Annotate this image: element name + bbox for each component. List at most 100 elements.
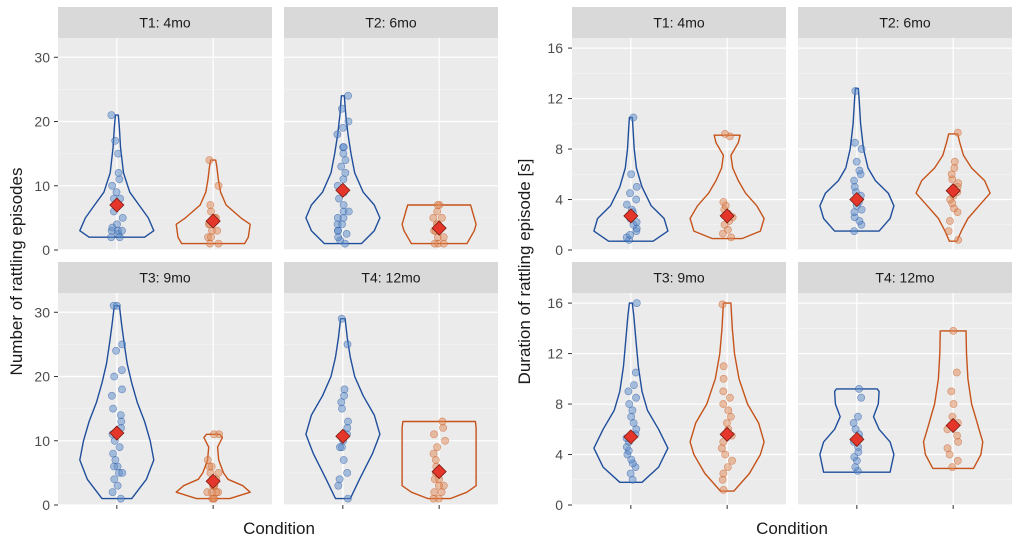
data-point	[429, 449, 438, 458]
y-tick-label: 16	[547, 40, 563, 56]
violin	[819, 388, 895, 473]
data-point	[344, 91, 352, 100]
mean-marker	[431, 220, 447, 236]
data-point	[439, 233, 448, 242]
mean-marker	[623, 429, 639, 445]
data-point	[719, 400, 728, 408]
facet-title: T2: 6mo	[879, 15, 931, 31]
y-tick-label: 8	[555, 141, 563, 157]
facet-strip	[58, 262, 272, 293]
data-point	[108, 391, 116, 400]
plot-background	[58, 293, 272, 505]
data-point	[721, 129, 729, 138]
data-point	[430, 239, 439, 248]
data-point	[849, 419, 858, 427]
data-point	[337, 314, 346, 323]
data-point	[115, 443, 124, 452]
facet-panel: T2: 6mo	[284, 7, 498, 251]
data-point	[335, 443, 344, 452]
data-point	[203, 456, 212, 464]
mean-marker	[623, 208, 639, 224]
mean-marker	[849, 431, 865, 447]
data-point	[631, 368, 640, 377]
data-point	[111, 136, 120, 145]
data-point	[952, 368, 961, 377]
data-point	[118, 226, 126, 235]
data-point	[437, 213, 446, 222]
data-point	[857, 145, 866, 153]
y-tick-label: 30	[34, 49, 50, 65]
data-point	[430, 488, 439, 497]
y-tick-label: 30	[34, 304, 50, 320]
data-point	[209, 430, 218, 439]
data-point	[632, 195, 641, 204]
facet-title: T1: 4mo	[139, 15, 191, 31]
facet-panel: T3: 9mo 0 4 8 12 16	[547, 262, 786, 513]
facet-strip	[572, 7, 786, 38]
data-point	[110, 462, 118, 471]
data-point	[625, 400, 634, 408]
data-point	[433, 201, 442, 209]
data-point	[630, 381, 638, 389]
mean-marker	[849, 191, 865, 208]
data-point	[623, 200, 631, 209]
data-point	[339, 124, 347, 132]
y-tick-label: 0	[555, 497, 563, 513]
data-point	[118, 385, 126, 394]
y-tick-label: 10	[34, 178, 50, 194]
y-tick-label: 16	[547, 295, 563, 311]
y-tick-label: 0	[42, 497, 50, 513]
data-point	[341, 168, 350, 177]
data-point	[626, 189, 634, 198]
y-tick-label: 20	[34, 369, 50, 385]
data-point	[109, 301, 118, 310]
data-point	[719, 374, 728, 383]
facet-strip	[798, 262, 1012, 293]
data-point	[953, 431, 961, 440]
mean-marker	[945, 417, 961, 434]
data-point	[114, 149, 122, 158]
data-point	[719, 485, 728, 494]
data-point	[632, 218, 641, 227]
data-point	[430, 430, 438, 439]
data-point	[719, 469, 728, 478]
data-point	[343, 340, 352, 349]
data-point	[109, 404, 117, 413]
data-point	[850, 176, 858, 185]
violin	[593, 116, 669, 242]
data-point	[342, 229, 351, 238]
data-point	[107, 233, 116, 242]
y-tick-label: 4	[555, 447, 563, 463]
data-point	[429, 494, 438, 503]
data-point	[344, 117, 353, 126]
facet-panel: T1: 4mo 0 4 8 12 16	[547, 7, 786, 258]
facet-panel: T4: 12mo	[798, 262, 1012, 509]
data-point	[338, 404, 346, 413]
data-point	[116, 494, 125, 503]
data-point	[113, 481, 122, 490]
data-point	[118, 340, 127, 349]
facet-strip	[58, 7, 272, 38]
violin	[915, 133, 991, 242]
data-point	[212, 488, 221, 497]
data-point	[112, 188, 121, 197]
data-point	[117, 417, 126, 426]
data-point	[852, 157, 861, 166]
violin	[401, 204, 477, 245]
facet-title: T4: 12mo	[361, 270, 420, 286]
facet-title: T4: 12mo	[875, 270, 934, 286]
data-point	[337, 104, 346, 113]
facet-title: T3: 9mo	[139, 270, 191, 286]
data-point	[624, 387, 633, 396]
data-point	[717, 444, 726, 453]
mean-marker	[109, 425, 125, 441]
facet-panel: T2: 6mo	[798, 7, 1012, 251]
data-point	[855, 166, 864, 175]
data-point	[343, 468, 352, 477]
data-point	[719, 437, 728, 446]
data-point	[726, 393, 734, 402]
data-point	[728, 456, 736, 465]
data-point	[110, 372, 119, 381]
data-point	[108, 488, 117, 497]
violin	[689, 134, 765, 240]
